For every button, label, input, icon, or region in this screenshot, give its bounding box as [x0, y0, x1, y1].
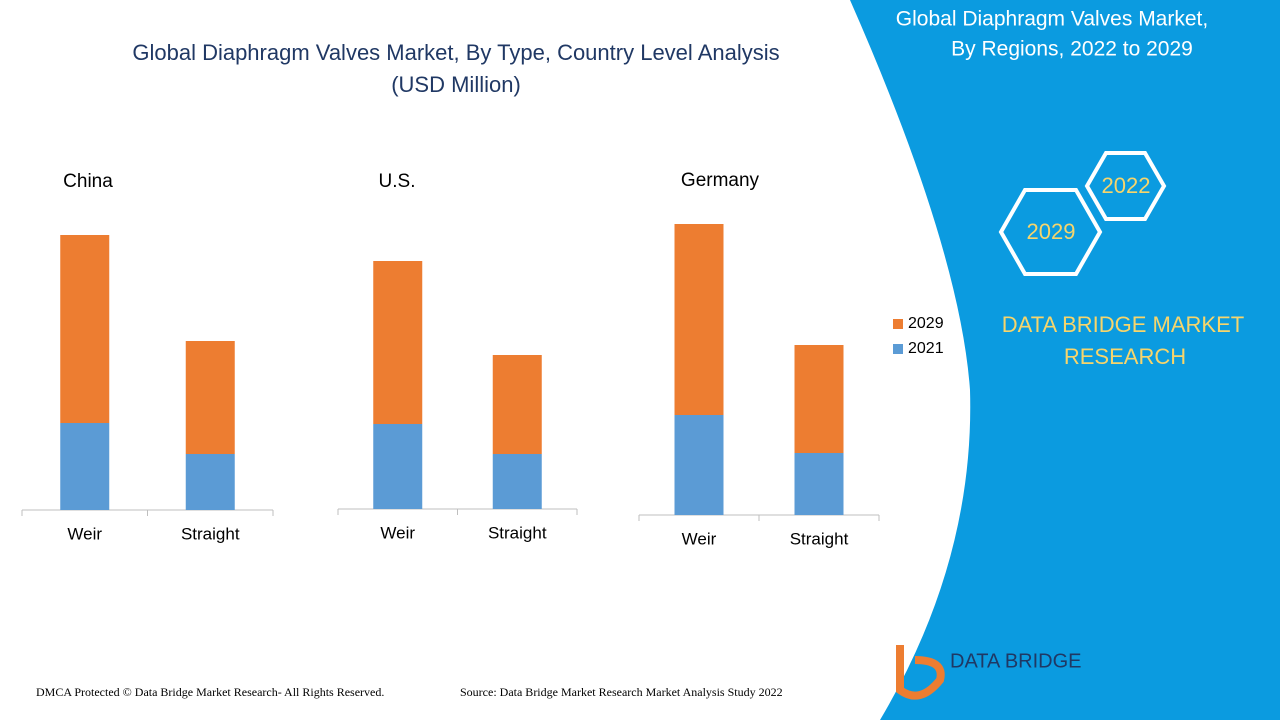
footer-text: DMCA Protected © Data Bridge Market Rese… [36, 685, 384, 699]
legend-swatch [893, 319, 903, 329]
x-tick-label: Weir [67, 524, 102, 543]
bar-segment [674, 415, 724, 515]
bar-segment [492, 454, 542, 509]
hexagon [998, 188, 1103, 276]
hexagon [1084, 151, 1167, 221]
main-subtitle: (USD Million) [391, 72, 521, 97]
x-tick-label: Weir [380, 523, 415, 542]
x-tick-label: Straight [488, 523, 547, 542]
x-tick-label: Straight [790, 529, 849, 548]
chart-title: U.S. [379, 171, 416, 192]
bar-segment [185, 454, 235, 510]
bar-segment [60, 235, 110, 423]
bar-segment [794, 453, 844, 515]
brand-text: DATA BRIDGE MARKET [1002, 312, 1244, 337]
logo-mark [896, 645, 945, 700]
chart-title: Germany [681, 170, 760, 191]
bar-segment [60, 423, 110, 510]
legend-label: 2021 [908, 340, 944, 357]
bar-segment [373, 261, 423, 424]
hex-label: 2029 [1027, 219, 1076, 244]
legend-swatch [893, 344, 903, 354]
bar-segment [674, 224, 724, 415]
hex-label: 2022 [1102, 173, 1151, 198]
footer-text: Source: Data Bridge Market Research Mark… [460, 685, 783, 699]
panel-title: Global Diaphragm Valves Market, [896, 8, 1208, 31]
bar-segment [794, 345, 844, 453]
panel-title: By Regions, 2022 to 2029 [951, 38, 1193, 61]
side-panel [850, 0, 1280, 720]
x-tick-label: Straight [181, 524, 240, 543]
bar-segment [185, 341, 235, 454]
chart-title: China [63, 171, 113, 192]
main-title: Global Diaphragm Valves Market, By Type,… [132, 40, 779, 65]
bar-segment [373, 424, 423, 509]
brand-text: RESEARCH [1064, 344, 1186, 369]
x-tick-label: Weir [682, 529, 717, 548]
bar-segment [492, 355, 542, 454]
logo-text: DATA BRIDGE [950, 650, 1082, 672]
legend-label: 2029 [908, 315, 944, 332]
